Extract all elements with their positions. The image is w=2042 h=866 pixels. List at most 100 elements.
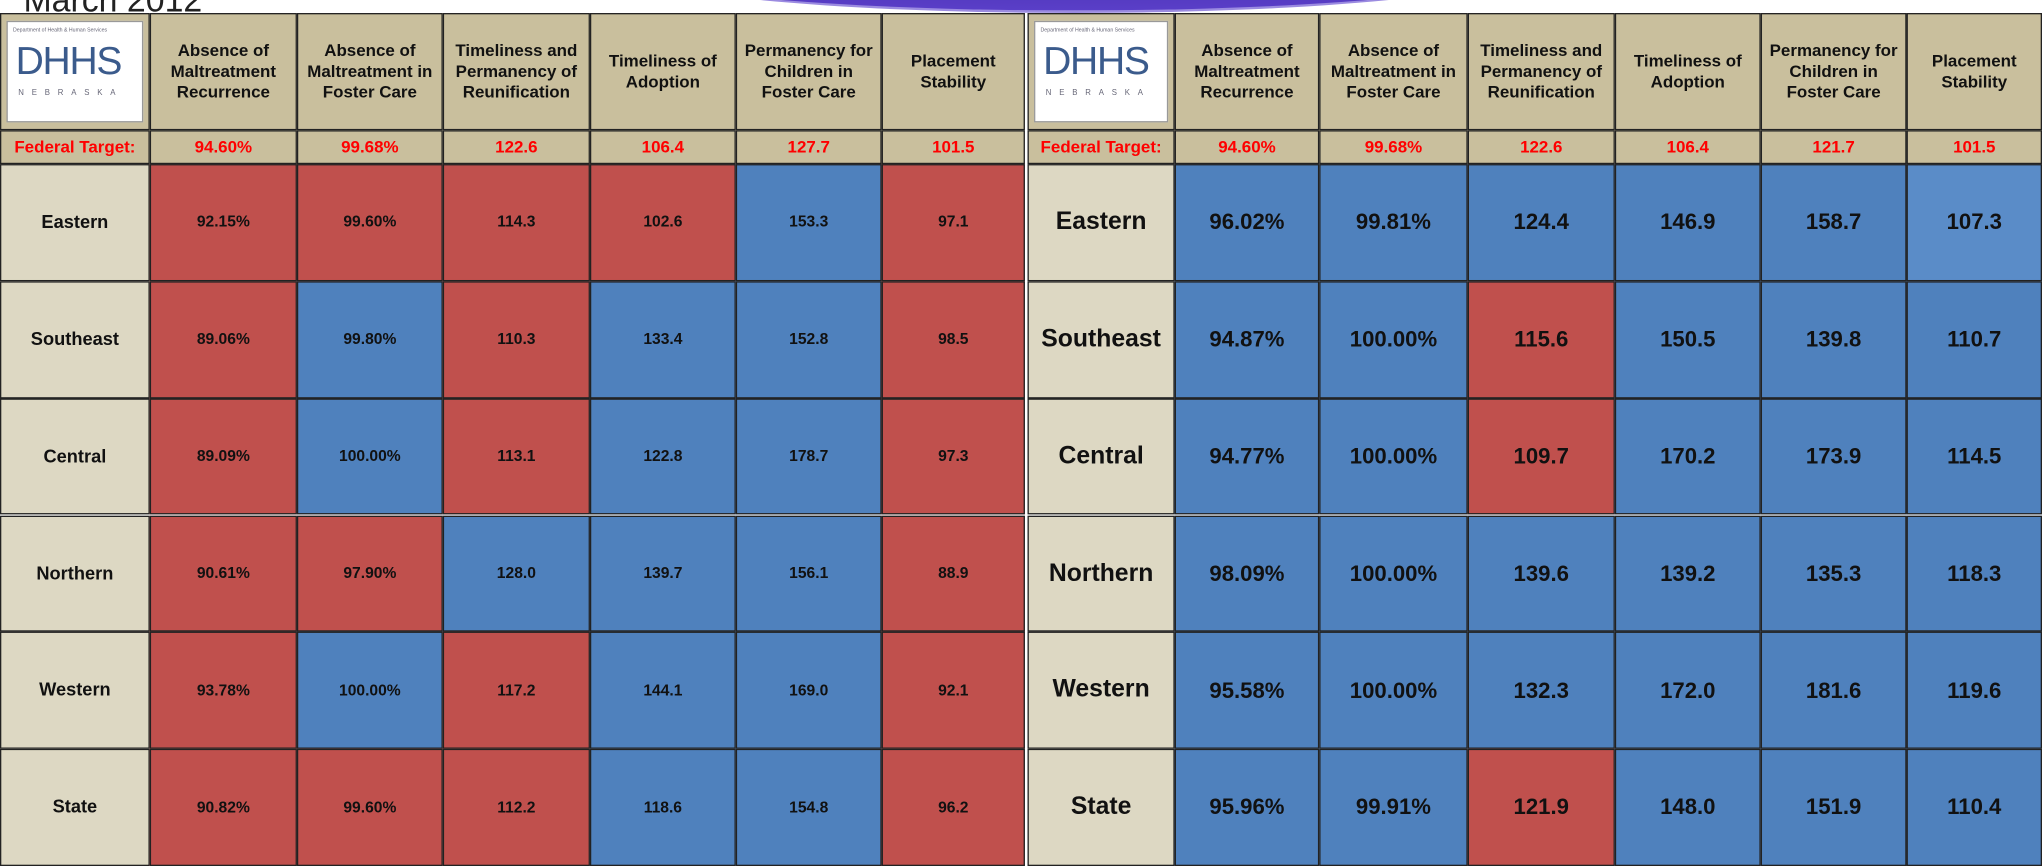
target-value: 101.5 bbox=[881, 130, 1025, 165]
data-cell: 118.3 bbox=[1906, 515, 2042, 633]
logo-state: NEBRASKA bbox=[1045, 89, 1151, 98]
target-value: 94.60% bbox=[1174, 130, 1320, 165]
column-header: Timeliness of Adoption bbox=[1614, 13, 1761, 131]
data-cell: 114.5 bbox=[1906, 398, 2042, 516]
row-label: State bbox=[1027, 749, 1175, 866]
data-cell: 172.0 bbox=[1614, 632, 1761, 750]
data-cell: 119.6 bbox=[1906, 632, 2042, 750]
data-cell: 113.1 bbox=[442, 398, 590, 516]
data-cell: 150.5 bbox=[1614, 281, 1761, 399]
data-cell: 100.00% bbox=[1319, 515, 1468, 633]
data-cell: 115.6 bbox=[1467, 281, 1615, 399]
data-cell: 93.78% bbox=[149, 632, 297, 750]
data-cell: 124.4 bbox=[1467, 164, 1615, 282]
row-label: Central bbox=[1027, 398, 1175, 516]
data-cell: 109.7 bbox=[1467, 398, 1615, 516]
data-cell: 118.6 bbox=[589, 749, 736, 866]
row-label: Western bbox=[0, 632, 150, 750]
data-cell: 89.06% bbox=[149, 281, 297, 399]
target-value: 94.60% bbox=[149, 130, 297, 165]
data-cell: 110.7 bbox=[1906, 281, 2042, 399]
column-header: Placement Stability bbox=[881, 13, 1025, 131]
data-cell: 146.9 bbox=[1614, 164, 1761, 282]
data-cell: 100.00% bbox=[296, 632, 443, 750]
data-cell: 94.87% bbox=[1174, 281, 1320, 399]
data-cell: 100.00% bbox=[1319, 281, 1468, 399]
logo-state: NEBRASKA bbox=[18, 89, 124, 98]
row-label: Eastern bbox=[0, 164, 150, 282]
data-cell: 153.3 bbox=[735, 164, 882, 282]
data-cell: 95.96% bbox=[1174, 749, 1320, 866]
target-value: 106.4 bbox=[589, 130, 736, 165]
data-cell: 98.09% bbox=[1174, 515, 1320, 633]
logo-caption: Department of Health & Human Services bbox=[13, 26, 108, 33]
data-cell: 99.60% bbox=[296, 749, 443, 866]
data-cell: 112.2 bbox=[442, 749, 590, 866]
data-cell: 107.3 bbox=[1906, 164, 2042, 282]
data-cell: 90.82% bbox=[149, 749, 297, 866]
data-cell: 102.6 bbox=[589, 164, 736, 282]
data-cell: 89.09% bbox=[149, 398, 297, 516]
column-header: Timeliness and Permanency of Reunificati… bbox=[442, 13, 590, 131]
data-cell: 92.1 bbox=[881, 632, 1025, 750]
target-label: Federal Target: bbox=[1027, 130, 1175, 165]
row-label: State bbox=[0, 749, 150, 866]
data-cell: 156.1 bbox=[735, 515, 882, 633]
data-cell: 97.3 bbox=[881, 398, 1025, 516]
data-cell: 158.7 bbox=[1760, 164, 1907, 282]
column-header: Timeliness and Permanency of Reunificati… bbox=[1467, 13, 1615, 131]
data-cell: 128.0 bbox=[442, 515, 590, 633]
data-cell: 100.00% bbox=[1319, 632, 1468, 750]
row-label: Southeast bbox=[0, 281, 150, 399]
data-cell: 97.1 bbox=[881, 164, 1025, 282]
target-value: 99.68% bbox=[1319, 130, 1468, 165]
row-label: Northern bbox=[0, 515, 150, 633]
logo-name: DHHS bbox=[1043, 40, 1150, 84]
header-shape bbox=[625, 0, 1524, 14]
data-cell: 178.7 bbox=[735, 398, 882, 516]
logo-name: DHHS bbox=[15, 40, 123, 84]
data-cell: 92.15% bbox=[149, 164, 297, 282]
data-cell: 88.9 bbox=[881, 515, 1025, 633]
data-cell: 154.8 bbox=[735, 749, 882, 866]
data-cell: 173.9 bbox=[1760, 398, 1907, 516]
column-header: Absence of Maltreatment in Foster Care bbox=[296, 13, 443, 131]
data-cell: 122.8 bbox=[589, 398, 736, 516]
logo: Department of Health & Human Services DHH… bbox=[1034, 20, 1169, 123]
data-cell: 148.0 bbox=[1614, 749, 1761, 866]
column-header: Absence of Maltreatment in Foster Care bbox=[1319, 13, 1468, 131]
data-cell: 94.77% bbox=[1174, 398, 1320, 516]
row-label: Western bbox=[1027, 632, 1175, 750]
data-cell: 144.1 bbox=[589, 632, 736, 750]
data-cell: 139.7 bbox=[589, 515, 736, 633]
data-cell: 110.3 bbox=[442, 281, 590, 399]
column-header: Permanency for Children in Foster Care bbox=[1760, 13, 1907, 131]
data-cell: 121.9 bbox=[1467, 749, 1615, 866]
data-cell: 151.9 bbox=[1760, 749, 1907, 866]
row-label: Central bbox=[0, 398, 150, 516]
logo: Department of Health & Human Services DHH… bbox=[6, 20, 144, 123]
data-cell: 100.00% bbox=[296, 398, 443, 516]
data-cell: 95.58% bbox=[1174, 632, 1320, 750]
data-cell: 99.91% bbox=[1319, 749, 1468, 866]
target-value: 127.7 bbox=[735, 130, 882, 165]
data-cell: 114.3 bbox=[442, 164, 590, 282]
data-cell: 117.2 bbox=[442, 632, 590, 750]
data-cell: 96.02% bbox=[1174, 164, 1320, 282]
data-cell: 139.2 bbox=[1614, 515, 1761, 633]
data-cell: 99.80% bbox=[296, 281, 443, 399]
row-label: Eastern bbox=[1027, 164, 1175, 282]
logo-caption: Department of Health & Human Services bbox=[1040, 26, 1135, 33]
column-header: Absence of Maltreatment Recurrence bbox=[149, 13, 297, 131]
data-cell: 100.00% bbox=[1319, 398, 1468, 516]
data-cell: 170.2 bbox=[1614, 398, 1761, 516]
data-cell: 152.8 bbox=[735, 281, 882, 399]
row-label: Southeast bbox=[1027, 281, 1175, 399]
data-cell: 132.3 bbox=[1467, 632, 1615, 750]
target-value: 101.5 bbox=[1906, 130, 2042, 165]
data-cell: 97.90% bbox=[296, 515, 443, 633]
data-cell: 139.8 bbox=[1760, 281, 1907, 399]
data-cell: 99.81% bbox=[1319, 164, 1468, 282]
